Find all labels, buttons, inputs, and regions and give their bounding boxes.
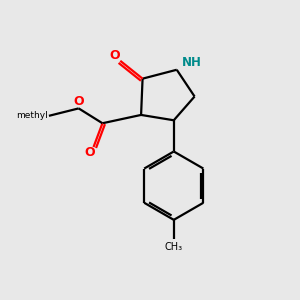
Text: methyl: methyl	[16, 111, 47, 120]
Text: NH: NH	[182, 56, 202, 69]
Text: O: O	[74, 95, 84, 108]
Text: O: O	[85, 146, 95, 159]
Text: O: O	[109, 49, 120, 62]
Text: CH₃: CH₃	[165, 242, 183, 251]
